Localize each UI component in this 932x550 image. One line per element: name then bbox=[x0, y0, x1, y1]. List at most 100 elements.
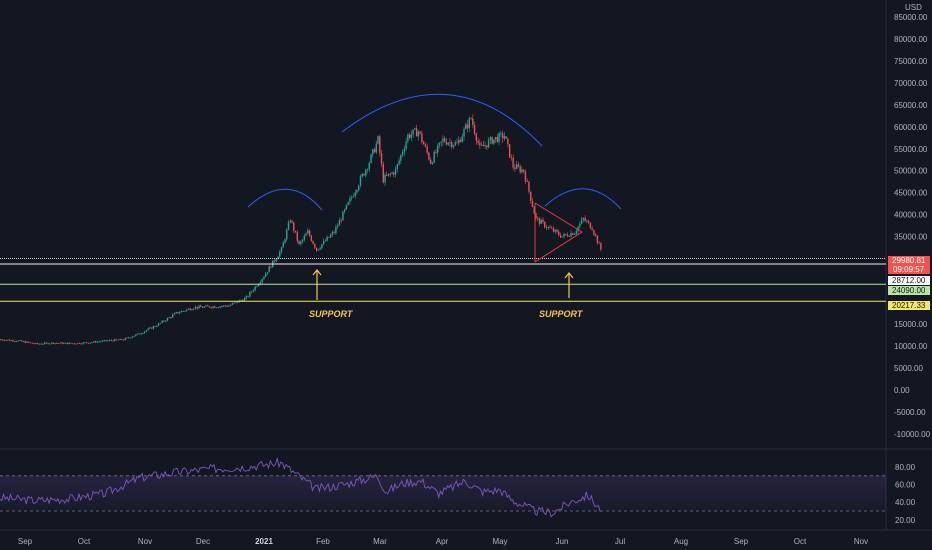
candle-body bbox=[501, 133, 504, 139]
candle-body bbox=[321, 244, 323, 249]
candle-body bbox=[356, 190, 358, 193]
support-label-left[interactable]: SUPPORT bbox=[309, 309, 354, 319]
candle-body bbox=[489, 137, 492, 141]
candle-body bbox=[149, 327, 151, 329]
candle-body bbox=[561, 236, 563, 238]
candle-body bbox=[479, 142, 481, 146]
candle-body bbox=[519, 166, 521, 172]
candle-body bbox=[43, 342, 46, 344]
candle-body bbox=[522, 169, 525, 172]
candle-body bbox=[170, 317, 172, 319]
candle-body bbox=[277, 256, 279, 260]
candle-body bbox=[422, 141, 425, 145]
level-2-value: 24090.00 bbox=[892, 286, 926, 295]
chart-drawings[interactable] bbox=[247, 93, 622, 300]
rsi-band bbox=[0, 475, 886, 511]
candle-body bbox=[186, 309, 188, 311]
candle-body bbox=[415, 128, 418, 137]
candle-body bbox=[570, 233, 572, 237]
candle-body bbox=[282, 242, 284, 248]
candle-body bbox=[545, 227, 548, 229]
candle-body bbox=[517, 164, 520, 167]
candle-body bbox=[373, 149, 376, 153]
candle-body bbox=[314, 243, 316, 248]
time-label: Oct bbox=[78, 537, 91, 546]
candle-body bbox=[173, 313, 176, 315]
candle-body bbox=[428, 152, 430, 160]
candle-body bbox=[73, 343, 76, 345]
time-label: Apr bbox=[436, 537, 449, 546]
candle-body bbox=[147, 328, 149, 331]
candle-body bbox=[187, 308, 190, 310]
candle-body bbox=[521, 169, 523, 172]
price-tick-label: 65000.00 bbox=[894, 101, 928, 110]
candle-body bbox=[447, 142, 449, 145]
candle-body bbox=[14, 341, 16, 342]
candle-body bbox=[398, 160, 400, 165]
price-tick-label: -5000.00 bbox=[894, 408, 926, 417]
candle-body bbox=[403, 149, 406, 153]
candle-body bbox=[587, 221, 590, 223]
candle-body bbox=[498, 133, 500, 143]
price-tick-label: 5000.00 bbox=[894, 364, 923, 373]
time-label: Feb bbox=[316, 537, 330, 546]
time-axis[interactable]: Sep Oct Nov Dec 2021 Feb Mar Apr May Jun Jul Aug Sep… bbox=[18, 537, 868, 546]
candle-body bbox=[8, 339, 11, 341]
candle-body bbox=[124, 338, 127, 340]
candle-body bbox=[526, 181, 528, 182]
candle-body bbox=[200, 305, 202, 307]
candlestick-series[interactable] bbox=[0, 114, 602, 345]
candle-body bbox=[219, 306, 221, 308]
time-label: 2021 bbox=[255, 537, 273, 546]
candle-body bbox=[421, 133, 423, 142]
candle-body bbox=[257, 284, 260, 287]
candle-body bbox=[89, 342, 91, 344]
candle-body bbox=[291, 220, 293, 223]
candle-body bbox=[189, 308, 191, 311]
candle-body bbox=[129, 337, 132, 339]
candle-body bbox=[528, 181, 530, 192]
candle-body bbox=[331, 232, 334, 235]
candle-body bbox=[340, 220, 342, 222]
rsi-panel[interactable] bbox=[0, 456, 886, 518]
candle-body bbox=[236, 301, 239, 303]
rsi-tick-label: 20.00 bbox=[895, 516, 916, 525]
candle-body bbox=[452, 145, 455, 147]
candle-body bbox=[126, 337, 128, 339]
candle-body bbox=[382, 164, 384, 183]
candle-body bbox=[140, 333, 142, 335]
candle-body bbox=[184, 310, 186, 312]
candle-body bbox=[324, 240, 327, 242]
candle-body bbox=[191, 309, 193, 311]
candle-body bbox=[22, 341, 25, 343]
candle-body bbox=[96, 341, 98, 343]
support-label-right[interactable]: SUPPORT bbox=[539, 309, 584, 319]
candle-body bbox=[112, 340, 114, 342]
candle-body bbox=[335, 227, 337, 233]
candle-body bbox=[212, 306, 214, 308]
candle-body bbox=[115, 339, 118, 341]
candle-body bbox=[284, 239, 286, 243]
candle-body bbox=[280, 247, 283, 252]
candle-body bbox=[26, 341, 28, 343]
price-tick-label: 45000.00 bbox=[894, 189, 928, 198]
candle-body bbox=[250, 291, 253, 293]
candle-body bbox=[245, 296, 248, 298]
candle-body bbox=[293, 222, 295, 231]
candle-body bbox=[159, 322, 162, 324]
right-shoulder-arc bbox=[544, 188, 622, 210]
candle-body bbox=[559, 234, 562, 238]
candle-body bbox=[182, 311, 184, 312]
candle-body bbox=[103, 340, 105, 341]
support-levels[interactable] bbox=[0, 258, 886, 302]
candle-body bbox=[229, 304, 232, 306]
candle-body bbox=[475, 133, 478, 141]
candle-body bbox=[121, 338, 123, 340]
candle-body bbox=[486, 145, 488, 148]
candle-body bbox=[494, 137, 497, 140]
candle-body bbox=[224, 305, 227, 307]
candle-body bbox=[82, 342, 84, 344]
price-axis-area[interactable] bbox=[886, 0, 932, 550]
candle-body bbox=[389, 173, 392, 175]
